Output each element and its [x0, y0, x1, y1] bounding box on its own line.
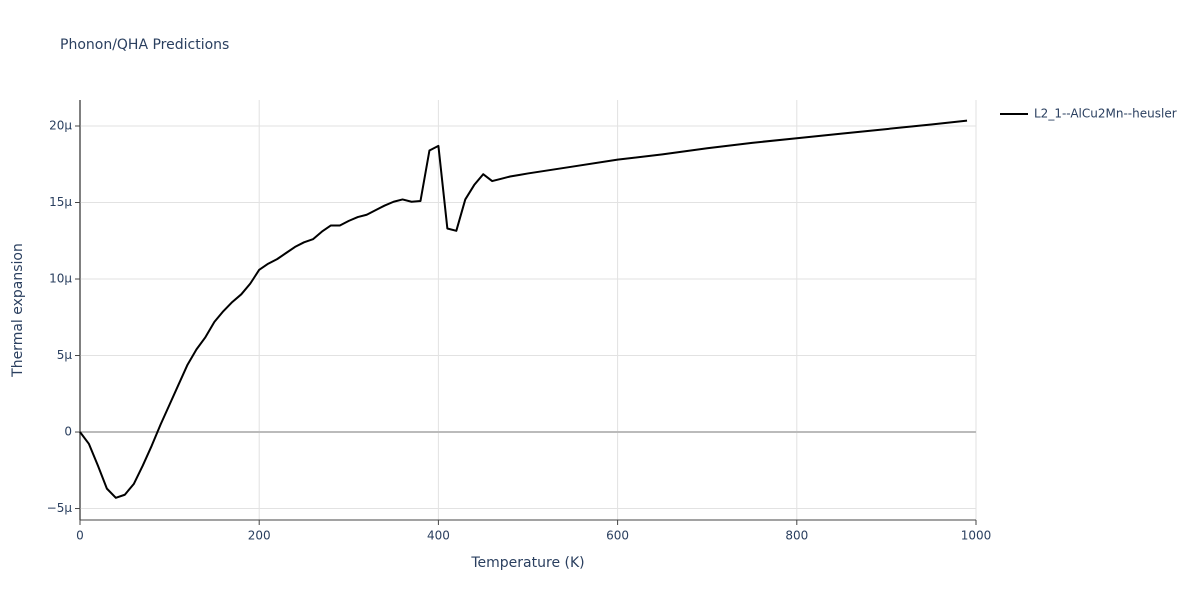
y-tick-label: 10μ — [49, 272, 72, 286]
x-tick-label: 0 — [76, 529, 84, 543]
chart-title: Phonon/QHA Predictions — [60, 37, 229, 53]
x-tick-label: 1000 — [961, 529, 992, 543]
data-line — [79, 119, 968, 499]
legend-label: L2_1--AlCu2Mn--heusler — [1034, 107, 1177, 121]
x-tick-label: 800 — [785, 529, 808, 543]
x-tick-label: 600 — [606, 529, 629, 543]
x-axis-title: Temperature (K) — [470, 555, 584, 571]
y-tick-label: 15μ — [49, 195, 72, 209]
x-tick-label: 200 — [248, 529, 271, 543]
y-tick-label: 20μ — [49, 119, 72, 133]
y-tick-label: 0 — [64, 425, 72, 439]
x-tick-label: 400 — [427, 529, 450, 543]
y-tick-label: −5μ — [47, 501, 73, 515]
y-tick-label: 5μ — [57, 348, 73, 362]
y-axis-title: Thermal expansion — [10, 243, 26, 378]
